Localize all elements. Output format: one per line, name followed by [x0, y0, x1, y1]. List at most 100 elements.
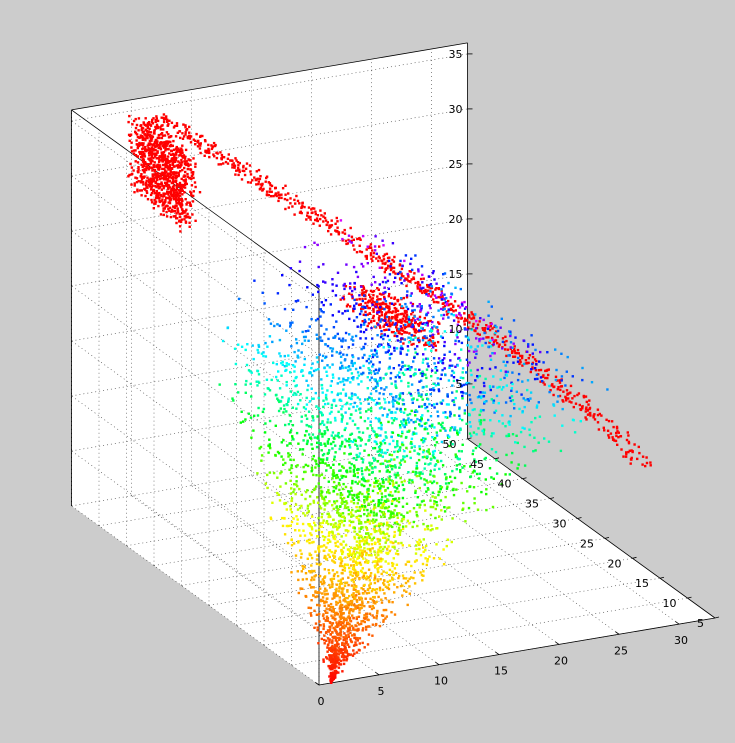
- data-point: [589, 411, 592, 415]
- data-point: [596, 413, 600, 417]
- data-point: [409, 280, 412, 283]
- data-point: [341, 237, 344, 241]
- data-point: [344, 239, 348, 243]
- data-point: [562, 400, 565, 403]
- data-point: [390, 323, 394, 326]
- data-point: [231, 163, 234, 166]
- data-point: [141, 165, 144, 168]
- data-point: [294, 554, 298, 557]
- data-point: [165, 118, 169, 121]
- data-point: [158, 183, 161, 186]
- data-point: [259, 183, 263, 186]
- data-point: [521, 426, 524, 429]
- data-point: [476, 345, 479, 348]
- data-point: [343, 563, 347, 566]
- data-point: [334, 650, 337, 653]
- data-point: [449, 307, 452, 310]
- data-point: [163, 177, 166, 180]
- data-point: [183, 218, 186, 221]
- data-point: [395, 481, 398, 484]
- data-point: [249, 370, 252, 373]
- data-point: [422, 522, 425, 526]
- data-point: [431, 450, 435, 453]
- data-point: [380, 572, 383, 576]
- data-point: [293, 488, 296, 491]
- data-point: [397, 474, 400, 477]
- data-point: [309, 436, 312, 439]
- data-point: [332, 594, 335, 597]
- data-point: [425, 490, 428, 493]
- data-point: [403, 425, 406, 429]
- data-point: [179, 202, 182, 205]
- data-point: [342, 515, 345, 518]
- data-point: [398, 533, 402, 536]
- data-point: [400, 332, 404, 336]
- data-point: [363, 547, 366, 550]
- data-point: [341, 568, 345, 572]
- data-point: [519, 354, 522, 358]
- data-point: [476, 368, 479, 372]
- data-point: [292, 458, 295, 462]
- data-point: [386, 464, 390, 467]
- data-point: [338, 478, 342, 481]
- data-point: [367, 468, 371, 472]
- data-point: [410, 292, 413, 295]
- data-point: [376, 295, 379, 298]
- data-point: [192, 176, 195, 180]
- data-point: [172, 171, 176, 174]
- data-point: [186, 136, 190, 140]
- data-point: [307, 425, 311, 428]
- data-point: [352, 405, 355, 409]
- data-point: [353, 554, 357, 557]
- data-point: [474, 348, 477, 351]
- data-point: [150, 148, 154, 151]
- data-point: [144, 117, 147, 120]
- data-point: [344, 656, 348, 659]
- data-point: [159, 174, 163, 177]
- data-point: [233, 166, 236, 169]
- data-point: [328, 412, 332, 415]
- data-point: [466, 336, 470, 339]
- data-point: [338, 469, 341, 472]
- data-point: [375, 252, 378, 255]
- data-point: [295, 475, 298, 478]
- data-point: [323, 590, 326, 593]
- data-point: [320, 530, 324, 534]
- data-point: [308, 570, 311, 573]
- data-point: [335, 484, 338, 488]
- data-point: [445, 296, 448, 300]
- data-point: [388, 321, 391, 324]
- data-point: [461, 418, 464, 422]
- data-point: [531, 355, 535, 359]
- data-point: [402, 296, 405, 300]
- data-point: [495, 330, 498, 333]
- data-point: [582, 394, 585, 398]
- data-point: [381, 531, 384, 534]
- data-point: [547, 368, 550, 371]
- data-point: [372, 275, 375, 279]
- data-point: [172, 210, 175, 213]
- data-point: [401, 458, 405, 461]
- data-point: [387, 319, 390, 322]
- data-point: [143, 171, 146, 174]
- data-point: [176, 131, 179, 134]
- data-point: [495, 394, 499, 398]
- data-point: [157, 204, 160, 208]
- data-point: [406, 511, 409, 514]
- data-point: [398, 264, 402, 267]
- data-point: [277, 199, 280, 203]
- data-point: [374, 433, 378, 436]
- data-point: [287, 423, 291, 426]
- data-point: [405, 353, 409, 356]
- data-point: [456, 431, 459, 434]
- data-point: [144, 148, 147, 151]
- data-point: [363, 536, 367, 539]
- data-point: [145, 191, 149, 194]
- data-point: [329, 384, 332, 387]
- data-point: [388, 307, 391, 310]
- data-point: [400, 272, 403, 275]
- data-point: [314, 529, 318, 532]
- data-point: [376, 371, 379, 375]
- data-point: [361, 641, 364, 645]
- data-point: [355, 651, 359, 654]
